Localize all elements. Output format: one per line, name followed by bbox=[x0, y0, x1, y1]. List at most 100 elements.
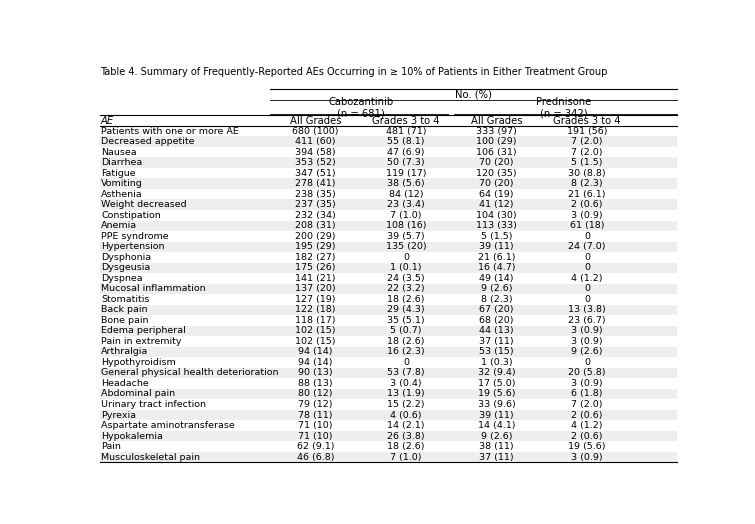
Text: 3 (0.9): 3 (0.9) bbox=[571, 211, 602, 220]
Text: Constipation: Constipation bbox=[101, 211, 161, 220]
Text: 135 (20): 135 (20) bbox=[386, 242, 427, 252]
Text: 16 (2.3): 16 (2.3) bbox=[387, 347, 425, 356]
Text: 21 (6.1): 21 (6.1) bbox=[478, 253, 515, 262]
Text: Table 4. Summary of Frequently-Reported AEs Occurring in ≥ 10% of Patients in Ei: Table 4. Summary of Frequently-Reported … bbox=[100, 67, 608, 77]
Text: Headache: Headache bbox=[101, 379, 149, 388]
Text: 7 (2.0): 7 (2.0) bbox=[572, 137, 602, 146]
Text: 19 (5.6): 19 (5.6) bbox=[569, 442, 606, 451]
Bar bbox=[100, 252, 676, 263]
Bar bbox=[100, 273, 676, 283]
Text: 0: 0 bbox=[403, 253, 409, 262]
Text: 30 (8.8): 30 (8.8) bbox=[569, 169, 606, 178]
Text: Grades 3 to 4: Grades 3 to 4 bbox=[553, 116, 621, 126]
Text: Fatigue: Fatigue bbox=[101, 169, 136, 178]
Text: Asthenia: Asthenia bbox=[101, 190, 143, 199]
Text: Dysphonia: Dysphonia bbox=[101, 253, 152, 262]
Text: 41 (12): 41 (12) bbox=[479, 200, 513, 209]
Bar bbox=[100, 378, 676, 389]
Bar bbox=[100, 126, 676, 136]
Text: 14 (4.1): 14 (4.1) bbox=[478, 421, 515, 430]
Text: 94 (14): 94 (14) bbox=[298, 358, 333, 367]
Text: 113 (33): 113 (33) bbox=[476, 221, 517, 230]
Bar bbox=[100, 315, 676, 325]
Text: 37 (11): 37 (11) bbox=[479, 453, 514, 462]
Text: 16 (4.7): 16 (4.7) bbox=[478, 264, 515, 272]
Bar bbox=[100, 389, 676, 399]
Text: Weight decreased: Weight decreased bbox=[101, 200, 187, 209]
Text: 14 (2.1): 14 (2.1) bbox=[387, 421, 425, 430]
Text: 333 (97): 333 (97) bbox=[476, 127, 517, 136]
Bar bbox=[100, 157, 676, 168]
Text: 17 (5.0): 17 (5.0) bbox=[478, 379, 515, 388]
Text: General physical health deterioration: General physical health deterioration bbox=[101, 368, 279, 377]
Text: 208 (31): 208 (31) bbox=[295, 221, 336, 230]
Text: 7 (2.0): 7 (2.0) bbox=[572, 400, 602, 409]
Text: Pain in extremity: Pain in extremity bbox=[101, 337, 182, 346]
Text: 4 (1.2): 4 (1.2) bbox=[572, 274, 602, 283]
Text: 680 (100): 680 (100) bbox=[292, 127, 339, 136]
Text: Hypertension: Hypertension bbox=[101, 242, 165, 252]
Text: 32 (9.4): 32 (9.4) bbox=[478, 368, 515, 377]
Text: 2 (0.6): 2 (0.6) bbox=[572, 200, 602, 209]
Text: 3 (0.9): 3 (0.9) bbox=[571, 453, 602, 462]
Text: 3 (0.9): 3 (0.9) bbox=[571, 326, 602, 335]
Text: 102 (15): 102 (15) bbox=[295, 337, 336, 346]
Bar bbox=[100, 147, 676, 157]
Text: 394 (58): 394 (58) bbox=[295, 148, 336, 157]
Bar bbox=[100, 347, 676, 357]
Text: Prednisone
(n = 342): Prednisone (n = 342) bbox=[536, 97, 591, 118]
Text: Hypothyroidism: Hypothyroidism bbox=[101, 358, 176, 367]
Text: 3 (0.9): 3 (0.9) bbox=[571, 379, 602, 388]
Text: 119 (17): 119 (17) bbox=[386, 169, 427, 178]
Text: 21 (6.1): 21 (6.1) bbox=[569, 190, 606, 199]
Text: 0: 0 bbox=[584, 295, 590, 304]
Text: 18 (2.6): 18 (2.6) bbox=[387, 295, 425, 304]
Bar bbox=[100, 325, 676, 336]
Text: 39 (11): 39 (11) bbox=[479, 410, 514, 420]
Text: 1 (0.3): 1 (0.3) bbox=[481, 358, 513, 367]
Text: 278 (41): 278 (41) bbox=[295, 179, 336, 188]
Bar bbox=[100, 283, 676, 294]
Text: Pyrexia: Pyrexia bbox=[101, 410, 137, 420]
Text: 7 (2.0): 7 (2.0) bbox=[572, 148, 602, 157]
Text: Back pain: Back pain bbox=[101, 305, 148, 314]
Text: 5 (1.5): 5 (1.5) bbox=[481, 232, 512, 241]
Text: Edema peripheral: Edema peripheral bbox=[101, 326, 186, 335]
Text: 22 (3.2): 22 (3.2) bbox=[387, 285, 425, 293]
Bar bbox=[100, 189, 676, 200]
Bar bbox=[100, 410, 676, 420]
Bar bbox=[100, 221, 676, 231]
Text: 0: 0 bbox=[584, 264, 590, 272]
Text: 24 (7.0): 24 (7.0) bbox=[569, 242, 606, 252]
Bar bbox=[100, 136, 676, 147]
Text: 120 (35): 120 (35) bbox=[476, 169, 516, 178]
Text: All Grades: All Grades bbox=[290, 116, 341, 126]
Text: 7 (1.0): 7 (1.0) bbox=[390, 453, 422, 462]
Text: 84 (12): 84 (12) bbox=[389, 190, 424, 199]
Text: 61 (18): 61 (18) bbox=[570, 221, 604, 230]
Text: Abdominal pain: Abdominal pain bbox=[101, 389, 175, 398]
Text: 94 (14): 94 (14) bbox=[298, 347, 333, 356]
Text: 90 (13): 90 (13) bbox=[298, 368, 333, 377]
Text: 78 (11): 78 (11) bbox=[298, 410, 333, 420]
Text: 70 (20): 70 (20) bbox=[479, 179, 513, 188]
Text: 5 (0.7): 5 (0.7) bbox=[390, 326, 422, 335]
Text: 0: 0 bbox=[584, 358, 590, 367]
Text: 71 (10): 71 (10) bbox=[298, 432, 333, 441]
Text: 68 (20): 68 (20) bbox=[479, 316, 513, 325]
Text: Bone pain: Bone pain bbox=[101, 316, 149, 325]
Text: 232 (34): 232 (34) bbox=[295, 211, 336, 220]
Text: 50 (7.3): 50 (7.3) bbox=[387, 158, 425, 167]
Text: 200 (29): 200 (29) bbox=[295, 232, 336, 241]
Text: 23 (6.7): 23 (6.7) bbox=[569, 316, 606, 325]
Text: 67 (20): 67 (20) bbox=[479, 305, 513, 314]
Bar bbox=[100, 168, 676, 179]
Text: 20 (5.8): 20 (5.8) bbox=[569, 368, 606, 377]
Bar bbox=[100, 420, 676, 431]
Text: 6 (1.8): 6 (1.8) bbox=[572, 389, 602, 398]
Text: 7 (1.0): 7 (1.0) bbox=[390, 211, 422, 220]
Text: 26 (3.8): 26 (3.8) bbox=[387, 432, 425, 441]
Text: Mucosal inflammation: Mucosal inflammation bbox=[101, 285, 206, 293]
Text: Hypokalemia: Hypokalemia bbox=[101, 432, 163, 441]
Bar bbox=[100, 200, 676, 210]
